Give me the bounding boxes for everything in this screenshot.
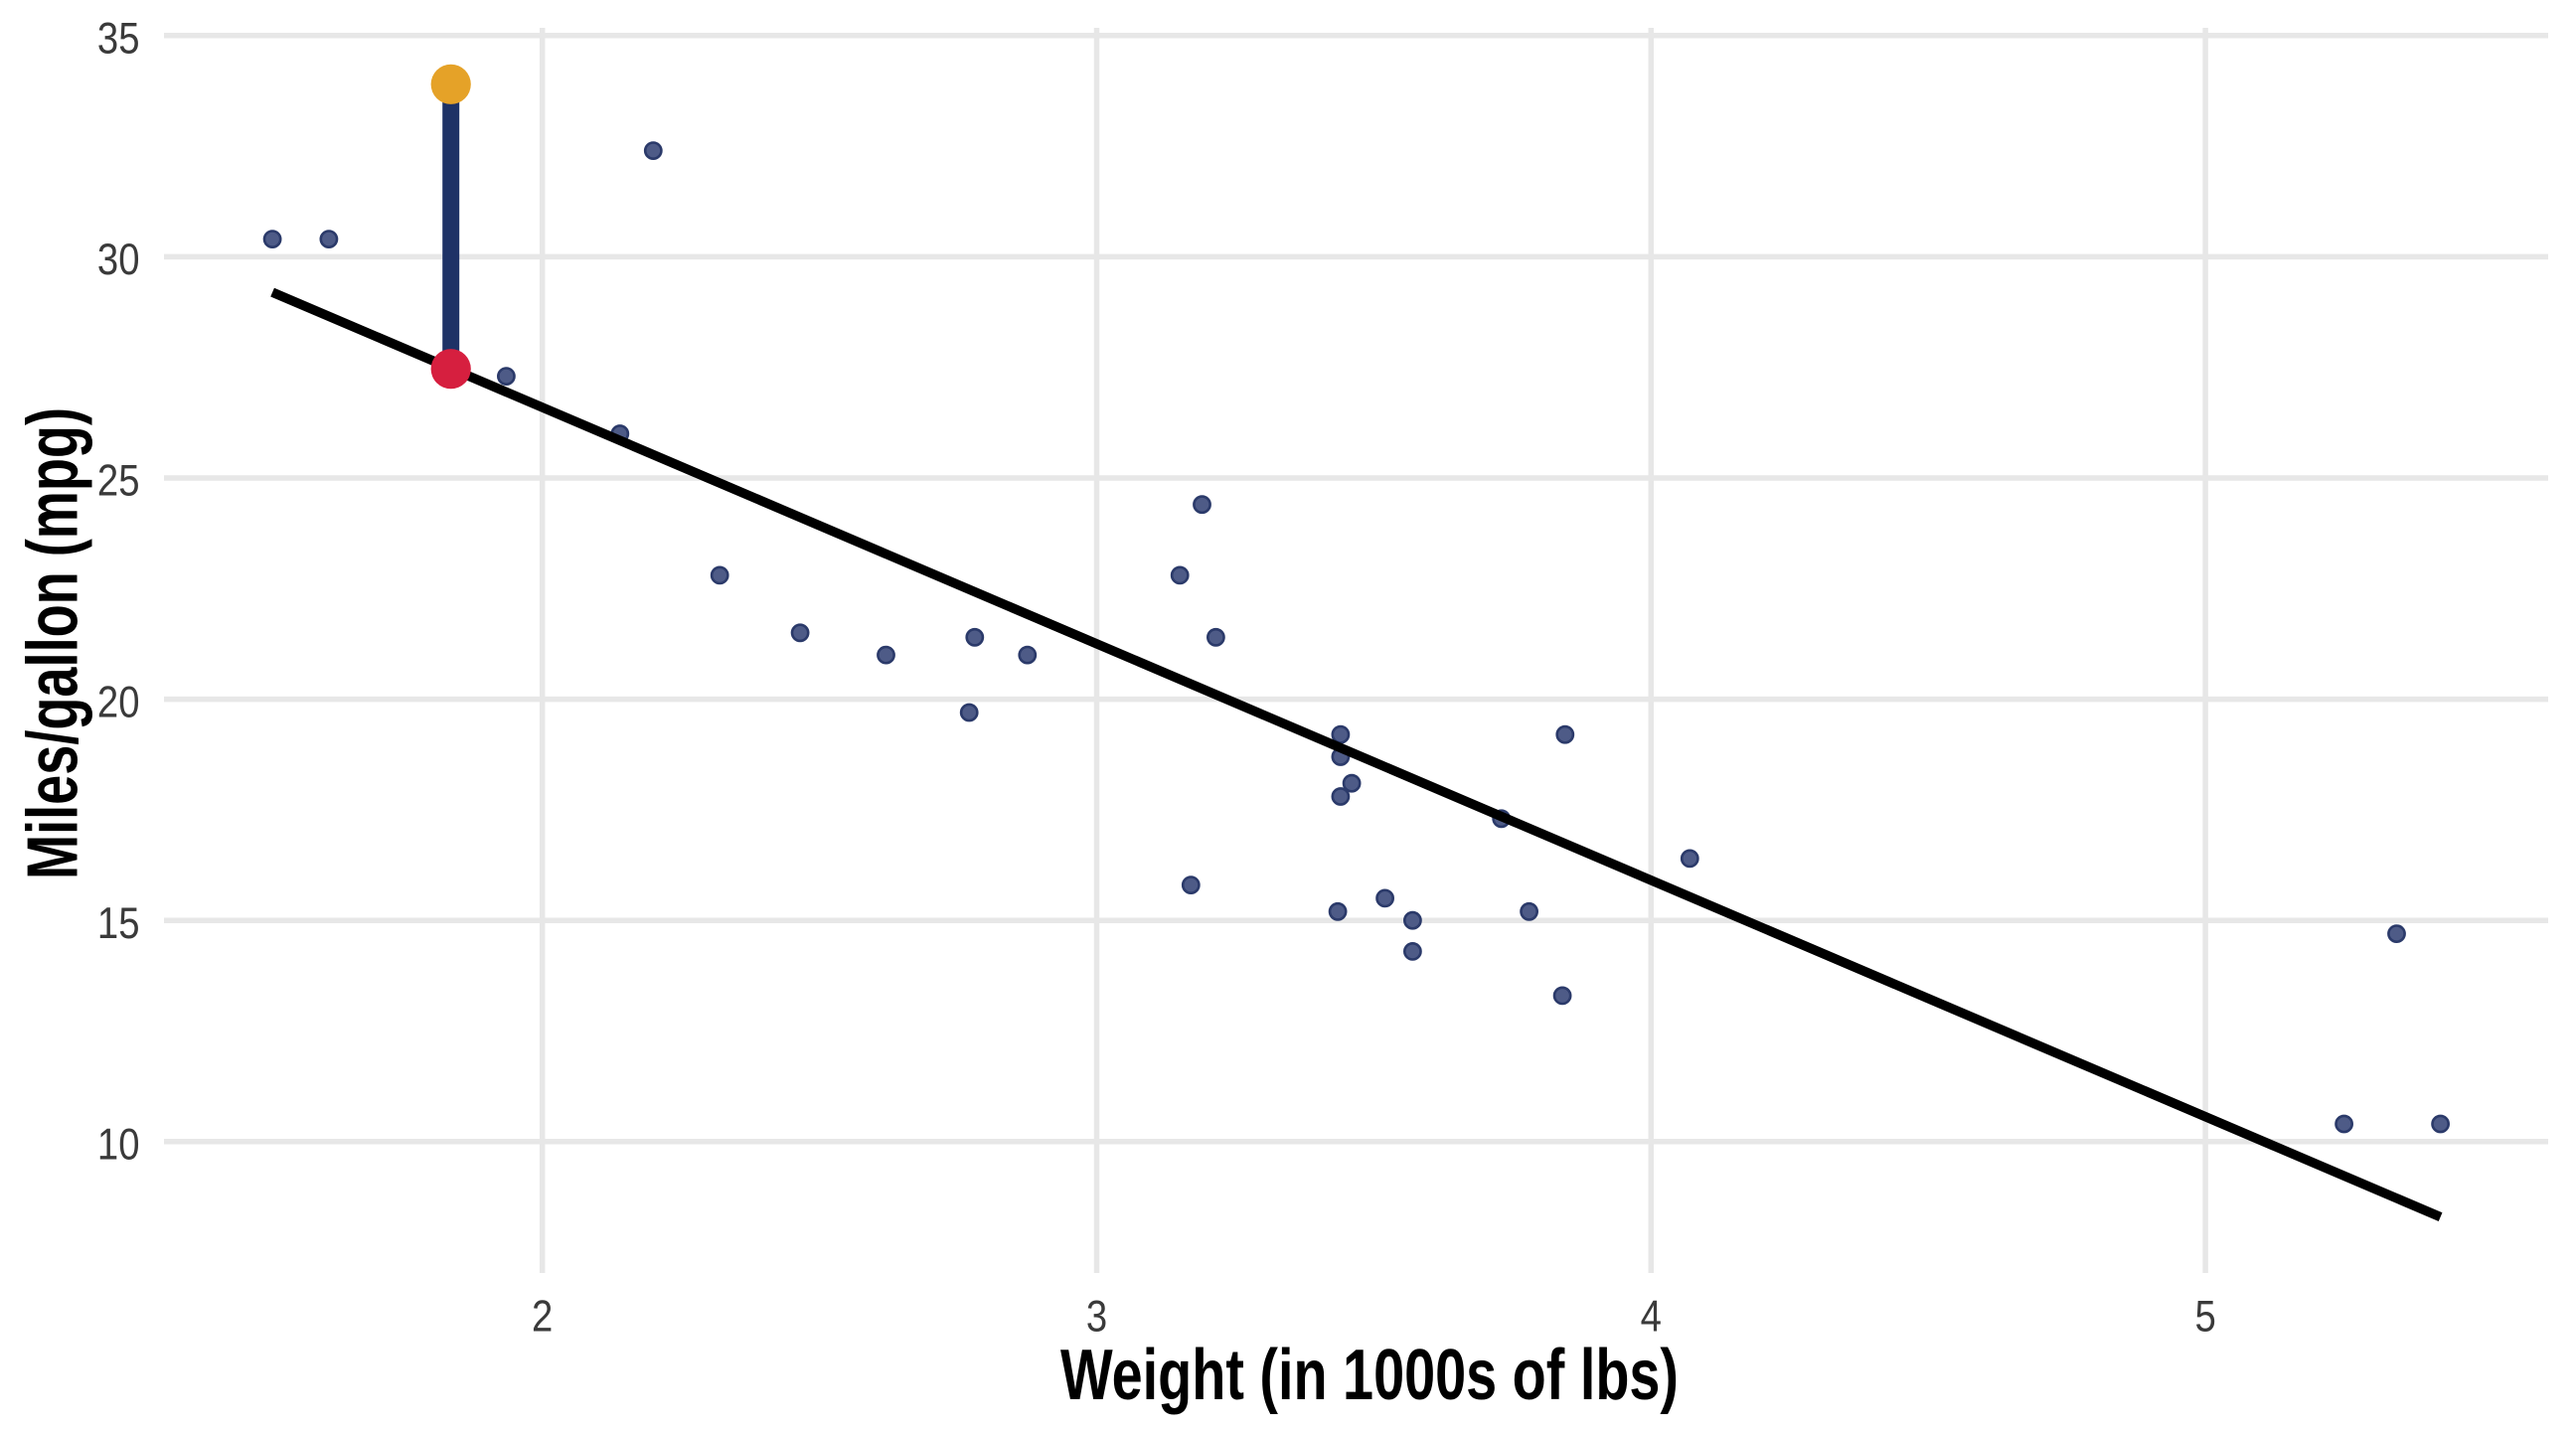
svg-text:2: 2	[532, 1291, 553, 1341]
svg-text:Weight (in 1000s of lbs): Weight (in 1000s of lbs)	[1060, 1336, 1679, 1415]
svg-text:20: 20	[97, 677, 140, 726]
svg-text:15: 15	[97, 897, 140, 947]
svg-text:Miles/gallon (mpg): Miles/gallon (mpg)	[14, 407, 93, 879]
svg-text:10: 10	[97, 1119, 140, 1169]
svg-text:4: 4	[1641, 1291, 1662, 1341]
svg-text:35: 35	[97, 13, 140, 63]
svg-text:25: 25	[97, 455, 140, 505]
svg-text:3: 3	[1086, 1291, 1107, 1341]
svg-text:30: 30	[97, 234, 140, 283]
svg-text:5: 5	[2194, 1291, 2215, 1341]
